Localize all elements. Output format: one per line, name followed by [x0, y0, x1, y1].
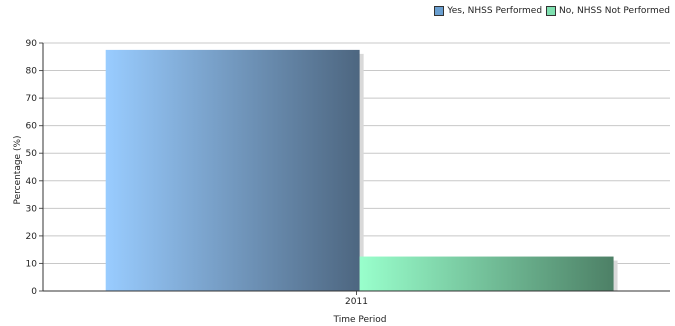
legend: Yes, NHSS Performed No, NHSS Not Perform… — [434, 6, 670, 16]
y-tick-label: 60 — [26, 122, 38, 132]
y-tick-label: 90 — [26, 39, 38, 49]
y-tick-label: 30 — [26, 204, 38, 214]
y-tick-label: 50 — [26, 149, 38, 159]
y-tick-label: 40 — [26, 177, 38, 187]
y-tick-label: 10 — [26, 259, 38, 269]
y-tick-label: 70 — [26, 94, 38, 104]
legend-item-yes: Yes, NHSS Performed — [434, 6, 542, 16]
bar-no-2011 — [359, 256, 614, 291]
legend-swatch-yes — [434, 6, 445, 16]
legend-label-yes: Yes, NHSS Performed — [447, 6, 543, 16]
bars — [105, 49, 618, 292]
x-axis-label: Time Period — [333, 315, 387, 325]
x-tick-label: 2011 — [345, 297, 368, 307]
legend-swatch-no — [546, 6, 557, 16]
y-tick-label: 80 — [26, 67, 38, 77]
y-tick-label: 20 — [26, 232, 38, 242]
legend-item-no: No, NHSS Not Performed — [546, 6, 670, 16]
bar-yes-2011 — [105, 49, 360, 292]
y-axis-label: Percentage (%) — [13, 135, 23, 204]
legend-label-no: No, NHSS Not Performed — [559, 6, 670, 16]
axes: 0 10 20 30 40 50 60 70 80 90 2011 — [26, 39, 670, 307]
y-tick-label: 0 — [31, 287, 37, 297]
